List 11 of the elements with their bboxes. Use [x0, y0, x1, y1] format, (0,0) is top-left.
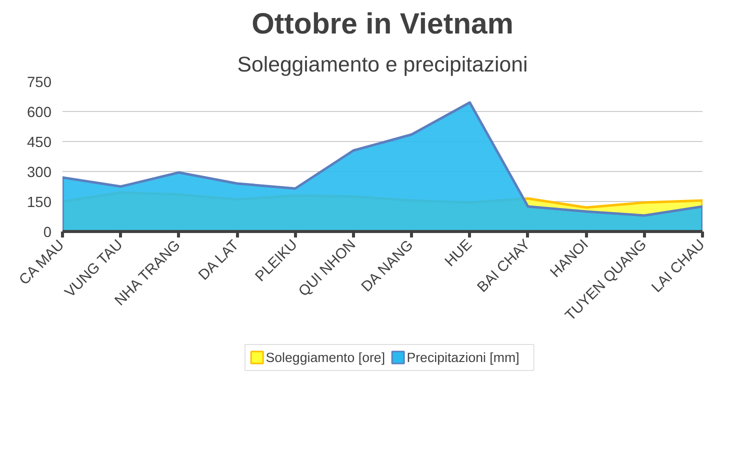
chart-subtitle: Soleggiamento e precipitazioni [237, 52, 528, 76]
y-tick-label: 300 [27, 165, 52, 181]
legend-label: Soleggiamento [ore] [266, 350, 386, 365]
x-tick-label: DA LAT [196, 237, 242, 284]
y-tick-label: 150 [27, 195, 52, 211]
y-tick-label: 0 [43, 225, 52, 241]
y-tick-label: 600 [27, 105, 52, 121]
y-tick-label: 750 [27, 75, 52, 91]
y-tick-label: 450 [27, 135, 52, 151]
chart-title: Ottobre in Vietnam [252, 8, 514, 40]
legend-label: Precipitazioni [mm] [406, 350, 520, 365]
